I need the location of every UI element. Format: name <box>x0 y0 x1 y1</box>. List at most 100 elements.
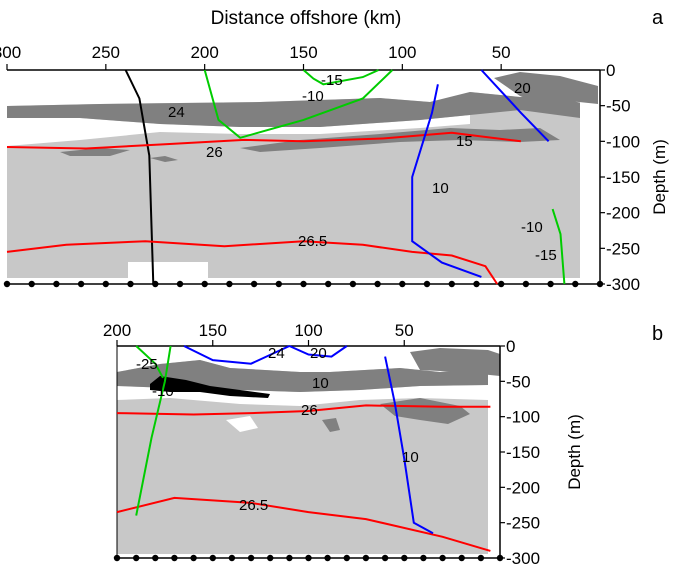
y-tick-label-b-2: -100 <box>506 408 540 427</box>
station-dot-b-15 <box>401 554 408 562</box>
contour-line-a-4 <box>302 69 380 86</box>
contour-label-26-b: 26 <box>301 402 318 419</box>
station-dot-a-9 <box>226 280 233 288</box>
contour-line-a-3 <box>411 84 482 278</box>
contour-line-b-6 <box>135 345 172 516</box>
panel-label-b: b <box>652 323 663 345</box>
y-ticks-b: 0 -50 -100 -150 -200 -250 -300 <box>500 337 540 565</box>
contour-line-a-6 <box>480 69 550 142</box>
y-tick-label-b-0: 0 <box>506 337 515 356</box>
station-dot-b-3 <box>171 554 178 562</box>
x-tick-label-b-2: 100 <box>294 321 322 340</box>
station-dot-b-11 <box>324 554 331 562</box>
dark-band-a-left <box>60 148 130 156</box>
contour-label-15: 15 <box>456 133 473 150</box>
station-dot-a-1 <box>28 280 35 288</box>
station-dot-b-5 <box>209 554 216 562</box>
station-dot-a-23 <box>572 280 579 288</box>
dark-blob-b-small <box>322 418 340 432</box>
station-dot-a-19 <box>473 280 480 288</box>
contour-label-neg10-b: -10 <box>152 383 174 400</box>
station-dot-a-20 <box>498 280 505 288</box>
x-tick-label-b-3: 50 <box>395 321 414 340</box>
station-dot-b-2 <box>152 554 159 562</box>
contour-label-10: 10 <box>432 180 449 197</box>
station-dot-b-14 <box>381 554 389 562</box>
station-dot-a-18 <box>448 280 455 288</box>
dark-band-b-top <box>117 360 488 392</box>
white-patch-b <box>226 416 258 432</box>
contour-line-b-2 <box>183 345 290 365</box>
station-dot-b-7 <box>247 554 255 562</box>
station-dot-b-9 <box>286 554 293 562</box>
dark-band-a-mid <box>240 128 560 152</box>
white-notch-a <box>128 262 208 278</box>
panel-a: a Distance offshore (km) 24 -15 -10 20 2… <box>0 7 669 294</box>
dark-blob-b <box>380 398 470 424</box>
y-tick-label-a-5: -250 <box>606 239 640 258</box>
station-dot-b-16 <box>420 554 427 562</box>
contour-line-b-3 <box>288 345 348 358</box>
x-tick-label-a-1: 250 <box>92 43 120 62</box>
station-dot-a-15 <box>374 280 381 288</box>
y-tick-label-a-1: -50 <box>606 97 631 116</box>
white-coast-a <box>580 100 600 278</box>
dark-blob-a <box>150 156 178 162</box>
contour-line-b-5 <box>135 345 164 379</box>
x-tick-label-a-0: 300 <box>0 43 21 62</box>
x-tick-label-b-0: 200 <box>103 321 131 340</box>
station-dot-b-20 <box>496 554 504 562</box>
y-tick-label-a-3: -150 <box>606 168 640 187</box>
black-mass-b <box>150 376 270 398</box>
y-axis-title-b: Depth (m) <box>565 414 584 490</box>
white-band-a-top <box>7 70 580 106</box>
y-tick-label-a-2: -100 <box>606 132 640 151</box>
station-dot-a-22 <box>547 280 554 288</box>
panel-label-a: a <box>652 7 664 29</box>
contour-label-10-b: 10 <box>402 449 419 466</box>
contour-line-b-1 <box>116 404 491 416</box>
dark-band-a-top <box>7 90 580 127</box>
station-dot-a-21 <box>522 280 530 288</box>
x-tick-label-a-5: 50 <box>492 43 511 62</box>
y-tick-label-b-3: -150 <box>506 443 540 462</box>
contour-label-neg10: -10 <box>302 88 324 105</box>
stations-b <box>113 554 504 562</box>
contour-lines-b <box>116 345 491 552</box>
station-dot-b-8 <box>267 554 274 562</box>
x-ticks-a: 300 250 200 150 100 50 <box>0 43 511 70</box>
y-tick-label-b-6: -300 <box>506 549 540 565</box>
station-dot-a-3 <box>77 280 85 288</box>
contour-label-neg15-right: -15 <box>535 247 557 264</box>
x-tick-label-a-3: 150 <box>289 43 317 62</box>
station-dot-b-4 <box>190 554 197 562</box>
station-dot-a-12 <box>300 280 307 288</box>
white-coast-b <box>488 385 498 554</box>
contour-line-b-4 <box>384 356 434 535</box>
station-dot-b-0 <box>113 554 121 562</box>
contour-label-neg15: -15 <box>321 72 343 89</box>
contour-line-a-5 <box>203 69 394 139</box>
panel-b: b -25 24 20 -10 10 26 10 26.5 200 150 100 5… <box>103 321 663 565</box>
contour-lines-a <box>6 69 566 285</box>
contour-line-a-2 <box>6 131 522 150</box>
contour-labels-b: -25 24 20 -10 10 26 10 26.5 <box>136 345 419 514</box>
contour-line-a-0 <box>124 69 155 285</box>
contour-label-10-b-top: 10 <box>312 375 329 392</box>
station-dot-b-13 <box>362 554 370 562</box>
stations-a <box>3 280 604 288</box>
x-tick-label-a-4: 100 <box>388 43 416 62</box>
contour-label-24-b: 24 <box>268 345 285 362</box>
y-tick-label-b-4: -200 <box>506 478 540 497</box>
contour-label-26-5-b: 26.5 <box>239 497 268 514</box>
contour-label-26: 26 <box>206 144 223 161</box>
station-dot-a-6 <box>152 280 159 288</box>
contour-label-neg10-right: -10 <box>521 219 543 236</box>
station-dot-b-18 <box>458 554 465 562</box>
station-dot-a-2 <box>53 280 60 288</box>
y-axis-title-a: Depth (m) <box>650 139 669 215</box>
contour-label-neg25: -25 <box>136 356 158 373</box>
station-dot-a-7 <box>176 280 184 288</box>
station-dot-b-12 <box>343 554 350 562</box>
